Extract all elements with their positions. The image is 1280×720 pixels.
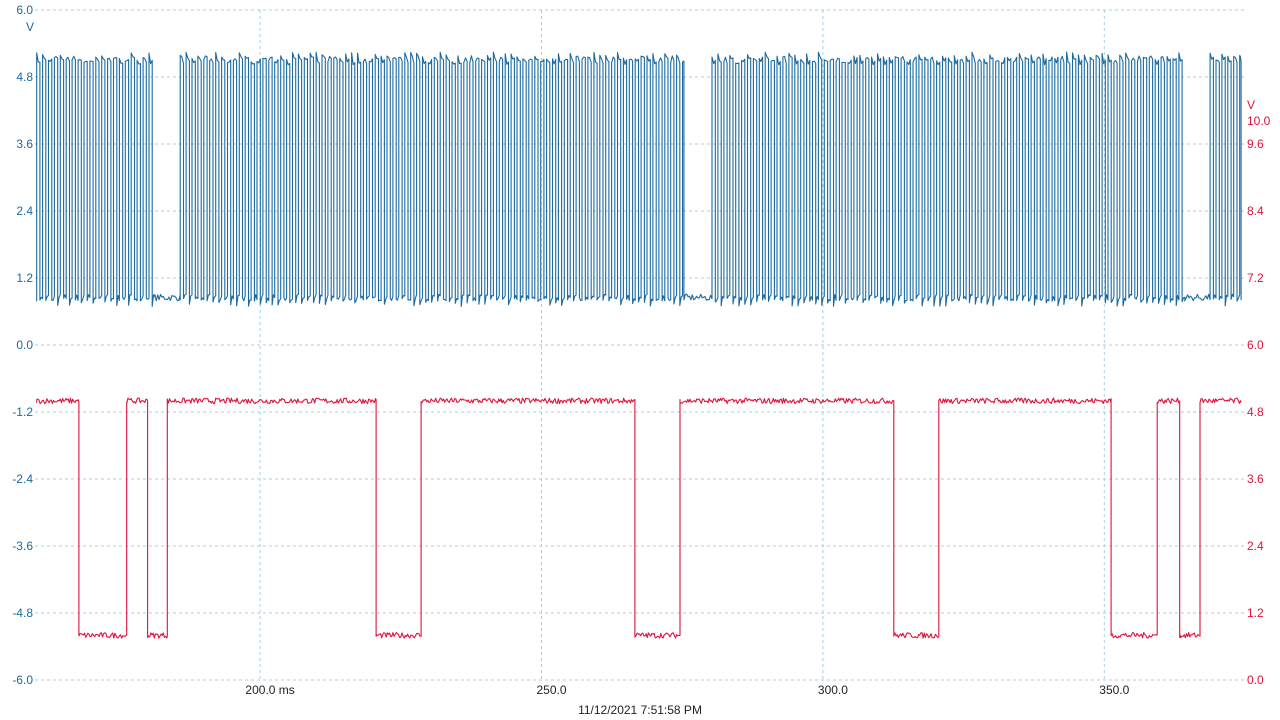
right-axis: 10.0 9.6 8.4 7.2 6.0 4.8 3.6 2.4 1.2 0.0 V	[1247, 98, 1271, 687]
right-tick-label: 10.0	[1247, 114, 1271, 128]
x-axis: 200.0 ms 250.0 300.0 350.0	[245, 683, 1129, 697]
left-tick-label: -2.4	[12, 472, 33, 486]
left-tick-label: -6.0	[12, 673, 33, 687]
right-tick-label: 9.6	[1247, 137, 1264, 151]
traces	[36, 51, 1242, 639]
right-axis-unit: V	[1247, 98, 1255, 112]
x-tick-label: 200.0 ms	[245, 683, 294, 697]
channel-a-trace	[36, 51, 1242, 308]
x-tick-label: 250.0	[536, 683, 566, 697]
timestamp: 11/12/2021 7:51:58 PM	[578, 703, 702, 717]
right-tick-label: 7.2	[1247, 271, 1264, 285]
x-tick-label: 350.0	[1099, 683, 1129, 697]
left-tick-label: 0.0	[16, 338, 33, 352]
left-axis-unit: V	[26, 20, 34, 34]
left-tick-label: 3.6	[16, 137, 33, 151]
left-tick-label: -1.2	[12, 405, 33, 419]
x-tick-label: 300.0	[818, 683, 848, 697]
right-tick-label: 6.0	[1247, 338, 1264, 352]
right-tick-label: 0.0	[1247, 673, 1264, 687]
left-tick-label: 1.2	[16, 271, 33, 285]
left-tick-label: 6.0	[16, 3, 33, 17]
channel-b-trace	[36, 397, 1242, 639]
left-tick-label: -3.6	[12, 539, 33, 553]
left-axis: 6.0 4.8 3.6 2.4 1.2 0.0 -1.2 -2.4 -3.6 -4.8 -6.0 V	[12, 3, 34, 687]
right-tick-label: 3.6	[1247, 472, 1264, 486]
left-tick-label: 4.8	[16, 70, 33, 84]
left-tick-label: -4.8	[12, 606, 33, 620]
right-tick-label: 8.4	[1247, 204, 1264, 218]
right-tick-label: 4.8	[1247, 405, 1264, 419]
right-tick-label: 2.4	[1247, 539, 1264, 553]
right-tick-label: 1.2	[1247, 606, 1264, 620]
left-tick-label: 2.4	[16, 204, 33, 218]
